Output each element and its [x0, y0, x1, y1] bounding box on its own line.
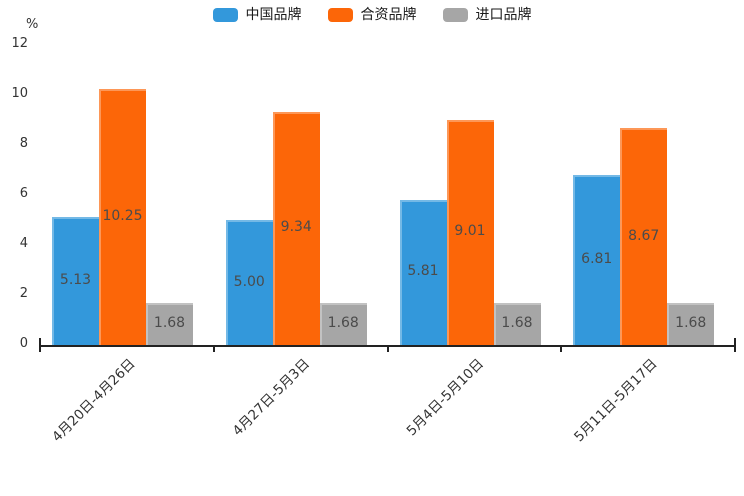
legend-swatch-icon — [212, 8, 238, 22]
x-axis-tick — [734, 338, 736, 352]
bar-value-label: 1.68 — [327, 315, 359, 331]
legend-label: 合资品牌 — [360, 7, 417, 23]
y-tick-label: 2 — [19, 286, 28, 301]
y-tick-label: 8 — [19, 136, 28, 151]
legend-label: 进口品牌 — [475, 7, 532, 23]
bar-value-label: 10.25 — [102, 207, 143, 224]
x-axis-tick — [560, 345, 563, 352]
legend: 中国品牌 合资品牌 进口品牌 — [0, 8, 744, 22]
bar-value-label: 5.00 — [233, 273, 265, 290]
bar-series2-group3 — [446, 119, 494, 345]
bar-series1-group2 — [225, 220, 273, 345]
y-tick-label: 4 — [19, 236, 28, 251]
x-category-label: 4月27日-5月3日 — [229, 355, 313, 440]
bar-value-label: 5.13 — [59, 271, 92, 288]
bar-series3-group2 — [319, 303, 367, 345]
bar-value-label: 9.34 — [280, 219, 312, 236]
bar-value-label: 1.68 — [675, 315, 707, 331]
bar-series1-group3 — [399, 199, 447, 345]
x-axis-tick — [212, 345, 215, 352]
bar-series3-group1 — [146, 303, 193, 345]
bar-value-label: 6.81 — [581, 250, 613, 267]
x-category-label: 4月20日-4月26日 — [49, 355, 140, 446]
legend-label: 中国品牌 — [245, 7, 302, 23]
bar-series3-group4 — [667, 303, 715, 345]
bar-series1-group1 — [52, 216, 99, 345]
legend-item-3[interactable]: 进口品牌 — [442, 7, 532, 23]
x-category-label: 5月4日-5月10日 — [403, 355, 487, 440]
x-category-label: 5月11日-5月17日 — [570, 355, 661, 446]
bar-value-label: 1.68 — [501, 315, 533, 331]
y-axis-unit-label: % — [26, 17, 39, 32]
y-tick-label: 10 — [11, 86, 28, 101]
legend-swatch-icon — [327, 8, 353, 22]
legend-swatch-icon — [442, 8, 468, 22]
bar-value-label: 1.68 — [153, 315, 186, 331]
bar-series2-group2 — [272, 111, 320, 345]
y-tick-label: 12 — [11, 36, 28, 51]
bar-series2-group1 — [99, 88, 146, 345]
legend-item-2[interactable]: 合资品牌 — [327, 7, 417, 23]
bar-series2-group4 — [620, 128, 668, 345]
y-tick-label: 6 — [19, 186, 28, 201]
bar-value-label: 9.01 — [454, 223, 486, 240]
x-axis-tick — [39, 338, 41, 352]
y-tick-label: 0 — [19, 336, 28, 351]
bar-value-label: 5.81 — [407, 263, 439, 280]
legend-item-1[interactable]: 中国品牌 — [212, 7, 302, 23]
bar-series1-group4 — [573, 174, 621, 345]
bar-value-label: 8.67 — [628, 227, 660, 244]
x-axis-tick — [386, 345, 389, 352]
bar-series3-group3 — [493, 303, 541, 345]
